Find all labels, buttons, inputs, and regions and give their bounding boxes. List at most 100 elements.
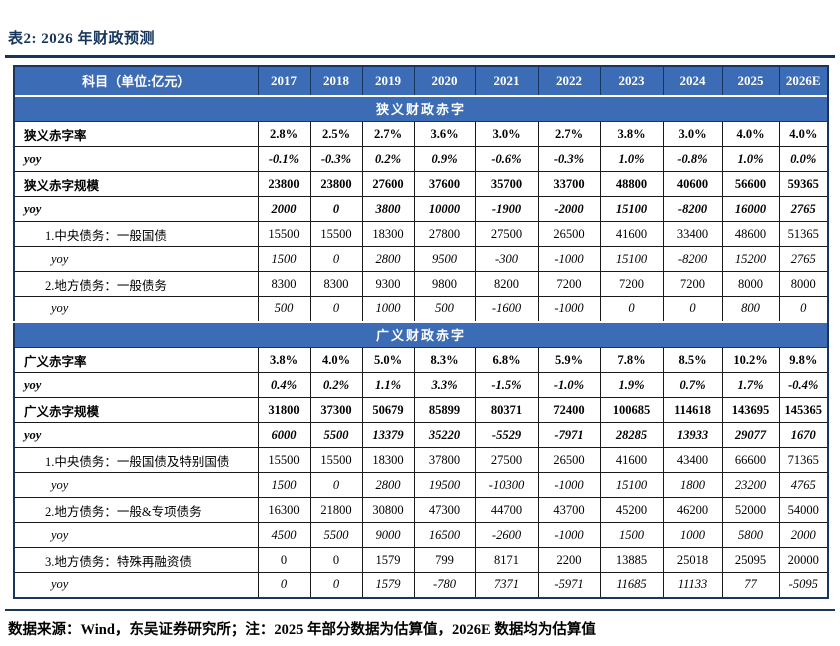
value-cell: 100685 [599, 397, 664, 423]
value-cell: 3.0% [474, 121, 539, 147]
table-row: yoy 2000 0 3800 10000 -1900 -2000 15100 -8200 160… [13, 196, 829, 222]
column-header-year: 2017 [257, 65, 311, 96]
table-row: yoy 1500 0 2800 19500 -10300 -1000 15100 1800 232… [13, 472, 829, 498]
section-band: 狭义财政赤字 [13, 94, 829, 122]
value-cell: -0.3% [309, 146, 363, 172]
column-header-year: 2021 [474, 65, 539, 96]
value-cell: -300 [474, 246, 539, 272]
table-row: yoy 500 0 1000 500 -1600 -1000 0 0 800 0 [13, 296, 829, 322]
value-cell: -5529 [474, 422, 539, 448]
value-cell: 1800 [662, 472, 723, 498]
table-row: 1.中央债务：一般国债及特别国债 15500 15500 18300 37800 2750… [13, 447, 829, 473]
value-cell: -1000 [537, 472, 601, 498]
value-cell: 11685 [599, 572, 664, 598]
column-header-year: 2023 [599, 65, 664, 96]
table-row: 2.地方债务：一般&专项债务 16300 21800 30800 47300 44700 4… [13, 497, 829, 523]
value-cell: 33700 [537, 171, 601, 197]
section-band: 广义财政赤字 [13, 320, 829, 348]
table-header-row: 科目（单位:亿元） 2017 2018 2019 2020 2021 2022 2023 202… [13, 65, 829, 96]
value-cell: 8300 [257, 271, 311, 297]
value-cell: 2800 [361, 472, 415, 498]
value-cell: 4.0% [309, 347, 363, 373]
value-cell: 33400 [662, 221, 723, 247]
value-cell: 800 [721, 296, 780, 322]
value-cell: 15500 [257, 447, 311, 473]
column-header-year: 2026E [778, 65, 829, 96]
value-cell: 23800 [257, 171, 311, 197]
value-cell: 0 [778, 296, 829, 322]
value-cell: 2800 [361, 246, 415, 272]
value-cell: 26500 [537, 447, 601, 473]
value-cell: 7200 [537, 271, 601, 297]
value-cell: 59365 [778, 171, 829, 197]
value-cell: 18300 [361, 447, 415, 473]
value-cell: 15100 [599, 196, 664, 222]
value-cell: 35700 [474, 171, 539, 197]
row-label: yoy [13, 422, 259, 448]
value-cell: -780 [413, 572, 476, 598]
value-cell: 40600 [662, 171, 723, 197]
value-cell: 2.7% [537, 121, 601, 147]
value-cell: 2765 [778, 246, 829, 272]
value-cell: -1900 [474, 196, 539, 222]
row-label: 广义赤字率 [13, 347, 259, 373]
value-cell: 71365 [778, 447, 829, 473]
value-cell: -0.3% [537, 146, 601, 172]
value-cell: 1500 [257, 472, 311, 498]
value-cell: 2765 [778, 196, 829, 222]
value-cell: 1500 [257, 246, 311, 272]
value-cell: 9300 [361, 271, 415, 297]
value-cell: 13933 [662, 422, 723, 448]
row-label: 2.地方债务：一般债务 [13, 271, 259, 297]
column-header-year: 2019 [361, 65, 415, 96]
row-label: yoy [13, 372, 259, 398]
value-cell: -1.5% [474, 372, 539, 398]
value-cell: 48800 [599, 171, 664, 197]
value-cell: 8000 [721, 271, 780, 297]
table-title: 表2: 2026 年财政预测 [8, 31, 155, 47]
value-cell: 1.1% [361, 372, 415, 398]
column-header-subject: 科目（单位:亿元） [13, 65, 259, 96]
value-cell: 1.9% [599, 372, 664, 398]
value-cell: 2000 [778, 522, 829, 548]
value-cell: 30800 [361, 497, 415, 523]
value-cell: 0 [309, 572, 363, 598]
value-cell: 0 [309, 196, 363, 222]
value-cell: 2.5% [309, 121, 363, 147]
value-cell: 8171 [474, 547, 539, 573]
value-cell: 52000 [721, 497, 780, 523]
value-cell: -0.8% [662, 146, 723, 172]
value-cell: -1000 [537, 246, 601, 272]
value-cell: 8000 [778, 271, 829, 297]
value-cell: 8.5% [662, 347, 723, 373]
value-cell: 27800 [413, 221, 476, 247]
value-cell: 80371 [474, 397, 539, 423]
row-label: yoy [13, 472, 259, 498]
value-cell: 27500 [474, 221, 539, 247]
value-cell: 0.7% [662, 372, 723, 398]
value-cell: 2.8% [257, 121, 311, 147]
value-cell: 47300 [413, 497, 476, 523]
value-cell: 51365 [778, 221, 829, 247]
value-cell: -2600 [474, 522, 539, 548]
section-band-label: 狭义财政赤字 [13, 94, 829, 122]
value-cell: -10300 [474, 472, 539, 498]
value-cell: 3800 [361, 196, 415, 222]
value-cell: -8200 [662, 196, 723, 222]
value-cell: 0 [257, 572, 311, 598]
value-cell: 145365 [778, 397, 829, 423]
value-cell: 0 [309, 547, 363, 573]
value-cell: 37600 [413, 171, 476, 197]
value-cell: 9500 [413, 246, 476, 272]
value-cell: -8200 [662, 246, 723, 272]
value-cell: 1579 [361, 572, 415, 598]
value-cell: 114618 [662, 397, 723, 423]
value-cell: 0 [257, 547, 311, 573]
value-cell: 26500 [537, 221, 601, 247]
value-cell: 143695 [721, 397, 780, 423]
value-cell: 54000 [778, 497, 829, 523]
row-label: yoy [13, 196, 259, 222]
value-cell: 0 [309, 246, 363, 272]
value-cell: 35220 [413, 422, 476, 448]
value-cell: -5971 [537, 572, 601, 598]
